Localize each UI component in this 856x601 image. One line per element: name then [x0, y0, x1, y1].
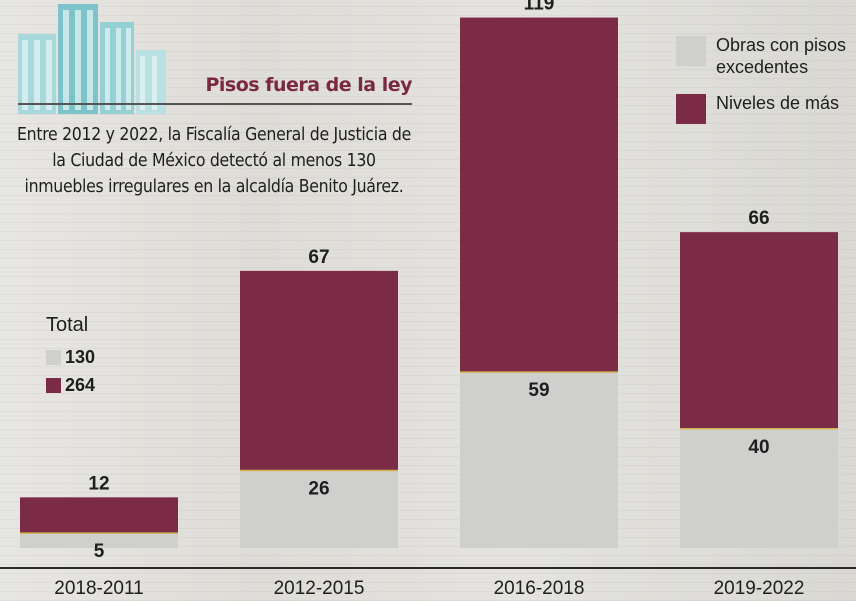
- bar-niveles-2018-2011: [20, 497, 178, 534]
- bar-niveles-2016-2018: [460, 17, 618, 373]
- bar-niveles-2012-2015: [240, 270, 398, 471]
- totals-box: Total 130 264: [46, 314, 95, 399]
- category-label-2016-2018: 2016-2018: [494, 578, 585, 599]
- legend-item-niveles: Niveles de más: [676, 92, 852, 124]
- data-label-niveles-2012-2015: 67: [308, 247, 329, 268]
- chart-headline: Pisos fuera de la ley: [205, 74, 412, 96]
- data-label-obras-2016-2018: 59: [528, 380, 549, 401]
- totals-title: Total: [46, 314, 89, 336]
- bar-obras-2016-2018: [460, 372, 618, 548]
- data-label-niveles-2019-2022: 66: [748, 208, 769, 229]
- headline-underline: [18, 103, 412, 105]
- niveles-swatch: [46, 377, 61, 393]
- bar-obras-2019-2022: [680, 428, 838, 548]
- legend-label-niveles: Niveles de más: [716, 93, 840, 113]
- category-label-2018-2011: 2018-2011: [54, 578, 143, 599]
- legend-swatch-obras: [676, 36, 706, 66]
- totals-niveles-value: 264: [65, 374, 96, 395]
- chart-legend: Obras con pisos excedentes Niveles de má…: [676, 34, 852, 138]
- data-label-obras-2012-2015: 26: [308, 479, 329, 500]
- bar-obras-2012-2015: [240, 470, 398, 548]
- legend-swatch-niveles: [676, 94, 706, 124]
- data-label-obras-2019-2022: 40: [748, 437, 769, 458]
- data-label-niveles-2018-2011: 12: [88, 473, 109, 494]
- category-label-2019-2022: 2019-2022: [714, 578, 805, 599]
- totals-obras-value: 130: [65, 346, 96, 367]
- obras-swatch: [46, 349, 61, 365]
- totals-row-niveles: 264: [46, 371, 95, 399]
- totals-row-obras: 130: [46, 343, 95, 371]
- category-label-2012-2015: 2012-2015: [274, 578, 365, 599]
- data-label-obras-2018-2011: 5: [94, 541, 105, 562]
- legend-item-obras: Obras con pisos excedentes: [676, 34, 852, 78]
- data-label-niveles-2016-2018: 119: [524, 0, 555, 15]
- intro-paragraph: Entre 2012 y 2022, la Fiscalía General d…: [17, 125, 411, 197]
- bar-obras-2018-2011: [20, 533, 178, 548]
- legend-label-obras: Obras con pisos excedentes: [716, 35, 847, 77]
- bar-niveles-2019-2022: [680, 232, 838, 429]
